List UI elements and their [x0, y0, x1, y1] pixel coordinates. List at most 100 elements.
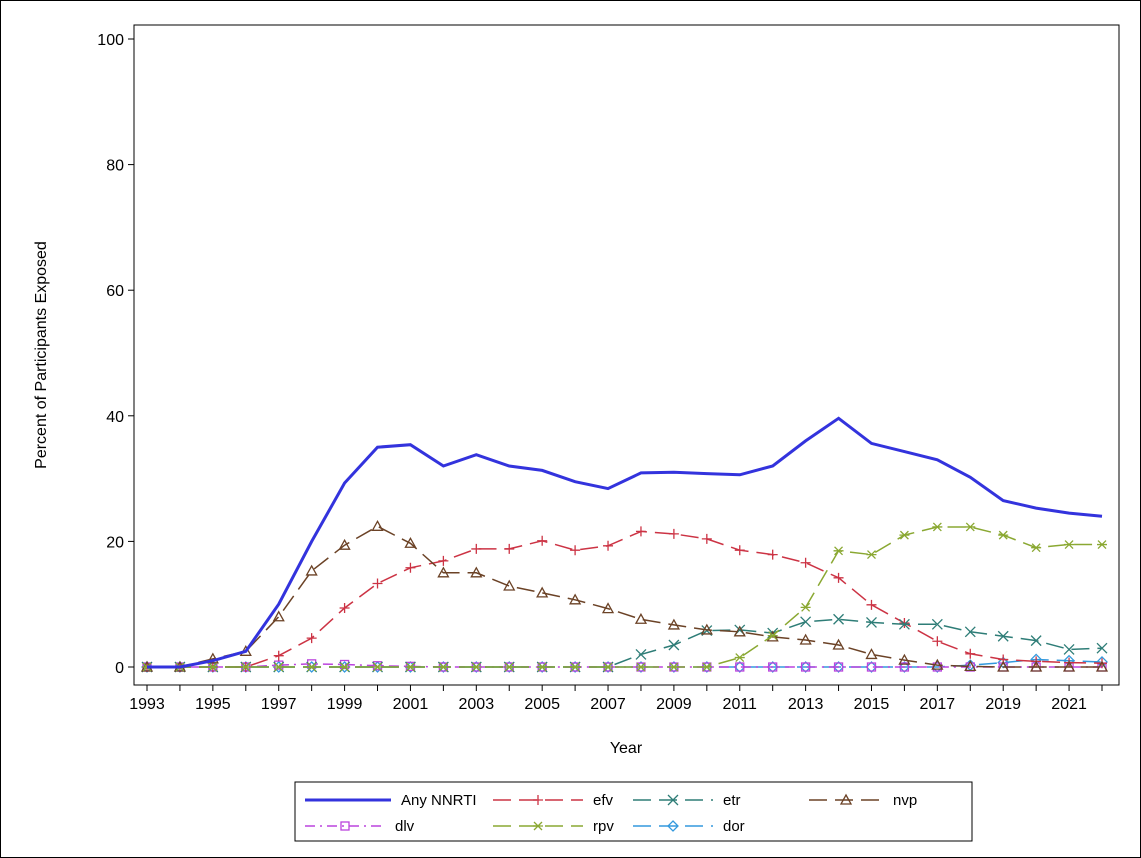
plus-marker	[339, 602, 350, 613]
star-marker	[668, 662, 679, 672]
x-tick-label: 1995	[195, 696, 231, 713]
plus-marker	[471, 543, 482, 554]
star-marker	[833, 546, 844, 556]
legend-label-rpv: rpv	[593, 818, 614, 835]
star-marker	[570, 662, 581, 672]
triangle-marker	[536, 586, 549, 598]
triangle-marker	[634, 612, 648, 624]
triangle-marker	[667, 618, 681, 630]
triangle-marker	[865, 648, 878, 660]
x-tick-label: 2013	[788, 696, 824, 713]
plus-marker	[603, 540, 614, 551]
legend-item-dlv: dlv	[305, 818, 415, 835]
series-efv	[142, 526, 1107, 672]
x-tick-label: 2003	[459, 696, 495, 713]
star-marker	[207, 662, 218, 672]
triangle-marker	[733, 625, 746, 637]
star-marker	[932, 522, 943, 532]
star-marker	[701, 662, 712, 672]
series-nvp	[140, 519, 1109, 672]
square-marker	[735, 662, 745, 672]
x-marker	[635, 648, 647, 660]
x-tick-label: 2019	[985, 696, 1021, 713]
star-marker	[1097, 540, 1107, 549]
series-line-etr	[147, 618, 1103, 668]
x-marker	[931, 618, 943, 630]
legend-label-any-nnrti: Any NNRTI	[401, 792, 477, 809]
square-marker	[340, 821, 350, 831]
star-marker	[504, 662, 515, 672]
triangle-marker	[964, 660, 977, 672]
diamond-marker	[667, 820, 679, 832]
diamond-marker	[733, 661, 746, 673]
diamond-marker	[470, 661, 483, 673]
plus-marker	[866, 599, 877, 610]
star-marker	[734, 653, 745, 663]
triangle-marker	[931, 658, 944, 670]
x-tick-label: 2007	[590, 696, 626, 713]
triangle-marker	[404, 536, 417, 548]
star-marker	[1064, 540, 1075, 549]
x-marker	[1096, 642, 1108, 654]
star-marker	[998, 530, 1009, 540]
square-marker	[800, 662, 811, 672]
star-marker	[603, 662, 614, 672]
legend-item-dor: dor	[633, 818, 745, 835]
star-marker	[866, 550, 877, 560]
plus-marker	[668, 528, 679, 539]
plus-marker	[405, 562, 416, 573]
x-tick-label: 2017	[920, 696, 956, 713]
star-marker	[1031, 543, 1042, 553]
triangle-marker	[568, 593, 582, 605]
plus-marker	[965, 648, 976, 659]
triangle-marker	[898, 653, 911, 665]
legend-label-dlv: dlv	[395, 818, 415, 835]
plus-marker	[533, 795, 543, 805]
diamond-marker	[667, 661, 680, 673]
x-tick-label: 2015	[854, 696, 890, 713]
plus-marker	[899, 618, 910, 629]
y-axis-label: Percent of Participants Exposed	[33, 241, 50, 469]
x-marker	[1030, 635, 1042, 647]
diamond-marker	[832, 661, 845, 673]
square-marker	[372, 661, 383, 671]
star-marker	[533, 821, 543, 831]
series-line-nvp	[147, 525, 1102, 668]
x-marker	[800, 616, 812, 628]
series-etr	[141, 613, 1108, 673]
star-marker	[471, 662, 482, 672]
plus-marker	[504, 543, 515, 554]
legend-label-dor: dor	[723, 818, 745, 835]
star-marker	[240, 662, 251, 672]
diamond-marker	[569, 661, 582, 673]
diamond-marker	[799, 661, 812, 673]
x-tick-label: 1997	[261, 696, 297, 713]
star-marker	[339, 662, 350, 672]
x-marker	[964, 626, 976, 638]
series-rpv	[142, 522, 1107, 672]
diamond-marker	[404, 661, 417, 673]
star-marker	[273, 662, 284, 672]
x-tick-label: 2005	[524, 696, 560, 713]
y-tick-label: 20	[106, 534, 124, 551]
x-marker	[898, 618, 910, 630]
plus-marker	[372, 578, 383, 589]
diamond-marker	[503, 661, 516, 673]
diamond-marker	[635, 661, 647, 673]
plus-marker	[734, 545, 745, 556]
triangle-marker	[700, 623, 713, 635]
triangle-marker	[832, 638, 845, 650]
plus-marker	[701, 533, 712, 544]
star-marker	[537, 662, 548, 672]
triangle-marker	[997, 660, 1010, 672]
square-marker	[768, 662, 778, 672]
series-any-nnrti	[147, 416, 1103, 669]
plus-marker	[537, 535, 548, 546]
legend-label-nvp: nvp	[893, 792, 917, 809]
triangle-marker	[272, 610, 285, 622]
triangle-marker	[338, 538, 351, 550]
series-line-efv	[147, 530, 1103, 668]
legend-item-rpv: rpv	[493, 818, 614, 835]
triangle-marker	[1095, 660, 1109, 672]
